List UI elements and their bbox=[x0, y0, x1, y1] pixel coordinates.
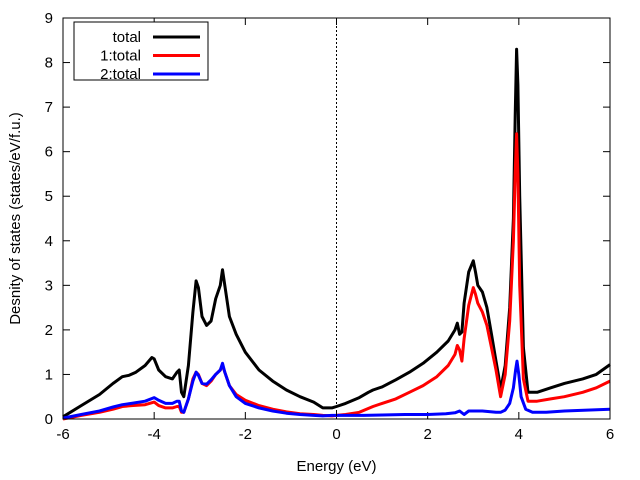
legend-label: total bbox=[113, 29, 141, 46]
x-tick-label: -4 bbox=[147, 426, 160, 443]
x-tick-label: 0 bbox=[332, 426, 340, 443]
y-axis-title: Desnity of states (states/eV/f.u.) bbox=[7, 112, 24, 325]
y-tick-label: 7 bbox=[45, 99, 53, 116]
plot-frame bbox=[62, 17, 611, 420]
series-line-total bbox=[62, 47, 611, 419]
x-tick-label: -2 bbox=[239, 426, 252, 443]
y-tick-label: 2 bbox=[45, 322, 53, 339]
x-axis-title: Energy (eV) bbox=[296, 458, 376, 475]
x-tick-label: 2 bbox=[423, 426, 431, 443]
tick-labels-layer: -6 -4 -2 0 2 4 6 0 1 2 3 4 5 6 7 8 9 bbox=[45, 10, 615, 443]
y-tick-label: 4 bbox=[45, 233, 53, 250]
y-tick-label: 0 bbox=[45, 411, 53, 428]
series-line-2-total bbox=[62, 359, 611, 420]
series-line-1-total bbox=[62, 132, 611, 421]
y-tick-label: 8 bbox=[45, 55, 53, 72]
y-tick-label: 3 bbox=[45, 277, 53, 294]
y-tick-label: 9 bbox=[45, 10, 53, 27]
legend-box bbox=[73, 21, 209, 81]
y-tick-label: 6 bbox=[45, 144, 53, 161]
series-layer bbox=[62, 47, 611, 421]
legend-label: 2:total bbox=[100, 66, 141, 83]
y-tick-label: 5 bbox=[45, 188, 53, 205]
x-tick-label: 4 bbox=[515, 426, 523, 443]
x-tick-label: 6 bbox=[606, 426, 614, 443]
y-tick-label: 1 bbox=[45, 366, 53, 383]
x-tick-label: -6 bbox=[56, 426, 69, 443]
legend-label: 1:total bbox=[100, 48, 141, 65]
